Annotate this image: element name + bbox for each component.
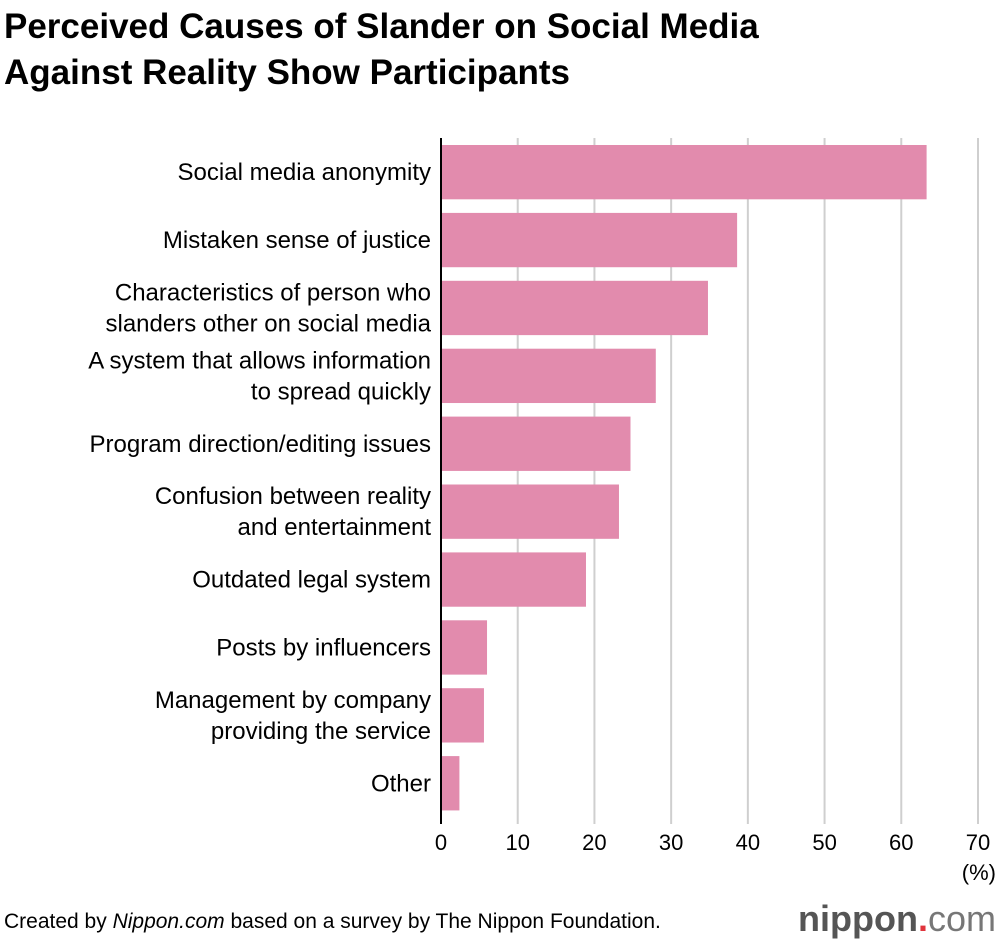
category-label: and entertainment bbox=[238, 514, 432, 541]
source-credit: Created by Nippon.com based on a survey … bbox=[4, 910, 661, 933]
chart-title: Perceived Causes of Slander on Social Me… bbox=[4, 4, 759, 96]
bar bbox=[441, 484, 619, 539]
x-tick-label: 70 bbox=[966, 830, 990, 855]
x-tick-label: 50 bbox=[812, 830, 836, 855]
title-line-2: Against Reality Show Participants bbox=[4, 53, 570, 92]
x-tick-label: 0 bbox=[435, 830, 447, 855]
x-tick-label: 60 bbox=[889, 830, 913, 855]
bar bbox=[441, 620, 488, 675]
x-tick-label: 10 bbox=[505, 830, 529, 855]
bar-chart: 0 10 20 30 40 50 60 70 (%) Social media anonymity… bbox=[88, 138, 996, 885]
bar bbox=[441, 145, 927, 200]
title-line-1: Perceived Causes of Slander on Social Me… bbox=[4, 7, 759, 46]
category-label: Social media anonymity bbox=[178, 159, 431, 186]
category-label: providing the service bbox=[211, 718, 431, 745]
category-label: slanders other on social media bbox=[105, 310, 431, 337]
bar bbox=[441, 348, 656, 404]
category-label: to spread quickly bbox=[251, 378, 431, 405]
bar bbox=[441, 756, 460, 811]
category-label: Other bbox=[371, 770, 431, 797]
category-label: Characteristics of person who bbox=[115, 279, 431, 306]
x-tick-label: 40 bbox=[736, 830, 760, 855]
category-label: Outdated legal system bbox=[192, 567, 431, 594]
bar bbox=[441, 212, 738, 268]
x-axis-label: (%) bbox=[962, 860, 996, 885]
nippon-logo: nippon.com bbox=[798, 898, 996, 939]
source-name: Nippon.com bbox=[112, 910, 225, 933]
category-label: Program direction/editing issues bbox=[90, 431, 432, 458]
bar bbox=[441, 416, 631, 471]
bar bbox=[441, 552, 586, 607]
category-label: Mistaken sense of justice bbox=[163, 227, 431, 254]
x-tick-label: 30 bbox=[659, 830, 683, 855]
category-label: Management by company bbox=[155, 687, 431, 714]
bar bbox=[441, 688, 484, 743]
category-label: A system that allows information bbox=[88, 347, 431, 374]
category-label: Confusion between reality bbox=[155, 483, 431, 510]
category-label: Posts by influencers bbox=[216, 634, 431, 661]
bar bbox=[441, 280, 708, 336]
x-tick-label: 20 bbox=[582, 830, 606, 855]
